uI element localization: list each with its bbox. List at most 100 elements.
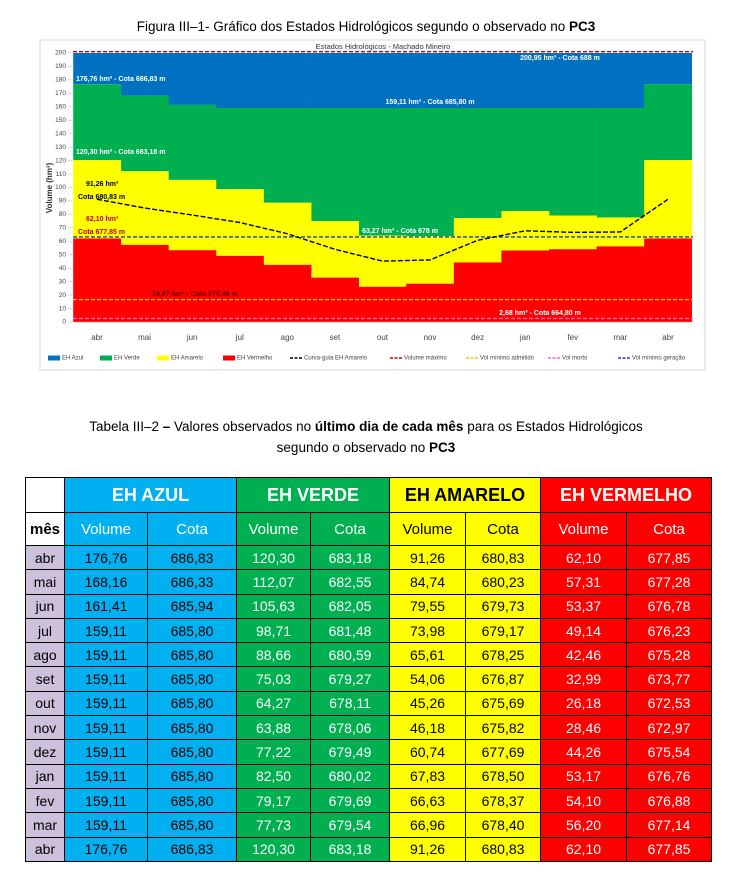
band-step	[453, 218, 502, 263]
value-cell: 680,02	[310, 763, 391, 789]
value-cell: 82,50	[236, 763, 312, 789]
chart: Estados Hidrológicos - Machado Mineiro V…	[39, 39, 706, 371]
month-cell: dez	[25, 739, 65, 765]
band-step	[644, 53, 693, 85]
value-cell: 62,10	[540, 836, 628, 862]
column-header: mês	[25, 512, 65, 546]
band-step	[549, 53, 597, 108]
value-cell: 685,80	[146, 787, 238, 814]
y-tick-label: 150	[55, 117, 66, 124]
legend-swatch	[223, 355, 235, 361]
caption-text: Figura III–1- Gráfico dos Estados Hidrol…	[136, 19, 569, 34]
value-cell: 176,76	[64, 836, 148, 862]
value-cell: 679,73	[465, 593, 542, 619]
x-tick-label: mar	[613, 333, 627, 342]
annotation: 159,11 hm³ - Cota 685,80 m	[385, 99, 474, 106]
band-step	[453, 107, 502, 219]
value-cell: 681,48	[310, 617, 391, 644]
table-row: set 159,11 685,80 75,03 679,27 54,06 676,87 32,…	[25, 666, 713, 692]
value-cell: 56,20	[540, 812, 628, 838]
value-cell: 159,11	[64, 739, 148, 765]
value-cell: 159,11	[64, 715, 148, 741]
y-tick-label: 70	[59, 225, 67, 232]
band-step	[358, 53, 407, 108]
figure-caption: Figura III–1- Gráfico dos Estados Hidrol…	[0, 19, 732, 34]
y-tick-label: 140	[55, 130, 66, 137]
value-cell: 32,99	[540, 666, 628, 692]
value-cell: 75,03	[236, 666, 312, 692]
value-cell: 685,80	[146, 642, 238, 668]
value-cell: 678,50	[465, 763, 542, 789]
month-cell: out	[25, 690, 65, 717]
legend-label: EH Azul	[62, 356, 83, 362]
value-cell: 79,55	[389, 593, 467, 619]
x-tick-label: out	[377, 333, 389, 342]
value-cell: 44,26	[540, 739, 628, 765]
table-row: ago 159,11 685,80 88,66 680,59 65,61 678,25 42,…	[25, 642, 713, 668]
annotation: 62,10 hm³	[86, 216, 119, 223]
table-row: dez 159,11 685,80 77,22 679,49 60,74 677,69 44,…	[25, 739, 713, 765]
y-tick-label: 20	[59, 292, 67, 299]
annotation: 200,95 hm³ - Cota 688 m	[520, 55, 600, 62]
value-cell: 120,30	[236, 544, 312, 571]
annotation: Cota 680,83 m	[78, 194, 125, 201]
value-cell: 685,80	[146, 666, 238, 692]
x-tick-label: abr	[91, 333, 103, 342]
value-cell: 678,40	[465, 812, 542, 838]
value-cell: 685,80	[146, 763, 238, 789]
value-cell: 112,07	[236, 569, 312, 595]
column-header: Cota	[310, 512, 391, 546]
value-cell: 159,11	[64, 812, 148, 838]
y-tick-label: 0	[62, 319, 66, 326]
group-header: EH VERDE	[236, 477, 391, 513]
value-cell: 54,10	[540, 787, 628, 814]
y-tick-label: 170	[55, 90, 66, 97]
value-cell: 686,83	[146, 836, 238, 862]
band-step	[406, 283, 455, 322]
legend-label: EH Amarelo	[171, 356, 204, 362]
y-tick-label: 200	[55, 50, 66, 57]
value-cell: 679,17	[465, 617, 542, 644]
value-cell: 683,18	[310, 544, 391, 571]
legend-label: Vol morto	[562, 356, 588, 362]
value-cell: 57,31	[540, 569, 628, 595]
value-cell: 675,69	[465, 690, 542, 717]
value-cell: 53,37	[540, 593, 628, 619]
month-cell: nov	[25, 715, 65, 741]
value-cell: 63,88	[236, 715, 312, 741]
table-caption: Tabela III–2 – Valores observados no últ…	[0, 416, 732, 458]
y-tick-label: 130	[55, 144, 66, 151]
column-header: Cota	[146, 512, 238, 546]
value-cell: 672,53	[626, 690, 713, 717]
band-step	[311, 221, 359, 278]
caption-text: Tabela III–2	[89, 419, 163, 434]
caption-bold: –	[162, 419, 171, 434]
value-cell: 65,61	[389, 642, 467, 668]
band-step	[501, 107, 550, 212]
band-step	[549, 249, 597, 322]
x-tick-label: nov	[424, 333, 437, 342]
value-cell: 673,77	[626, 666, 713, 692]
value-cell: 678,37	[465, 787, 542, 814]
x-tick-label: jun	[186, 333, 198, 342]
band-step	[73, 53, 122, 85]
legend-swatch	[48, 355, 60, 361]
table-row: out 159,11 685,80 64,27 678,11 45,26 675,69 26,…	[25, 690, 713, 717]
band-step	[453, 262, 502, 322]
value-cell: 679,69	[310, 787, 391, 814]
band-step	[73, 238, 122, 322]
band-step	[215, 53, 264, 108]
x-tick-label: fev	[567, 333, 578, 342]
value-cell: 675,82	[465, 715, 542, 741]
y-tick-label: 110	[56, 171, 67, 178]
band-step	[596, 107, 645, 218]
month-cell: abr	[25, 544, 65, 571]
value-cell: 105,63	[236, 593, 312, 619]
band-step	[263, 264, 312, 322]
annotation: 16,67 hm³ - Cota 670,46 m	[152, 291, 238, 298]
value-cell: 676,88	[626, 787, 713, 814]
value-cell: 159,11	[64, 617, 148, 644]
value-cell: 680,59	[310, 642, 391, 668]
value-cell: 60,74	[389, 739, 467, 765]
table-row: abr 176,76 686,83 120,30 683,18 91,26 680,83 62…	[25, 544, 713, 571]
